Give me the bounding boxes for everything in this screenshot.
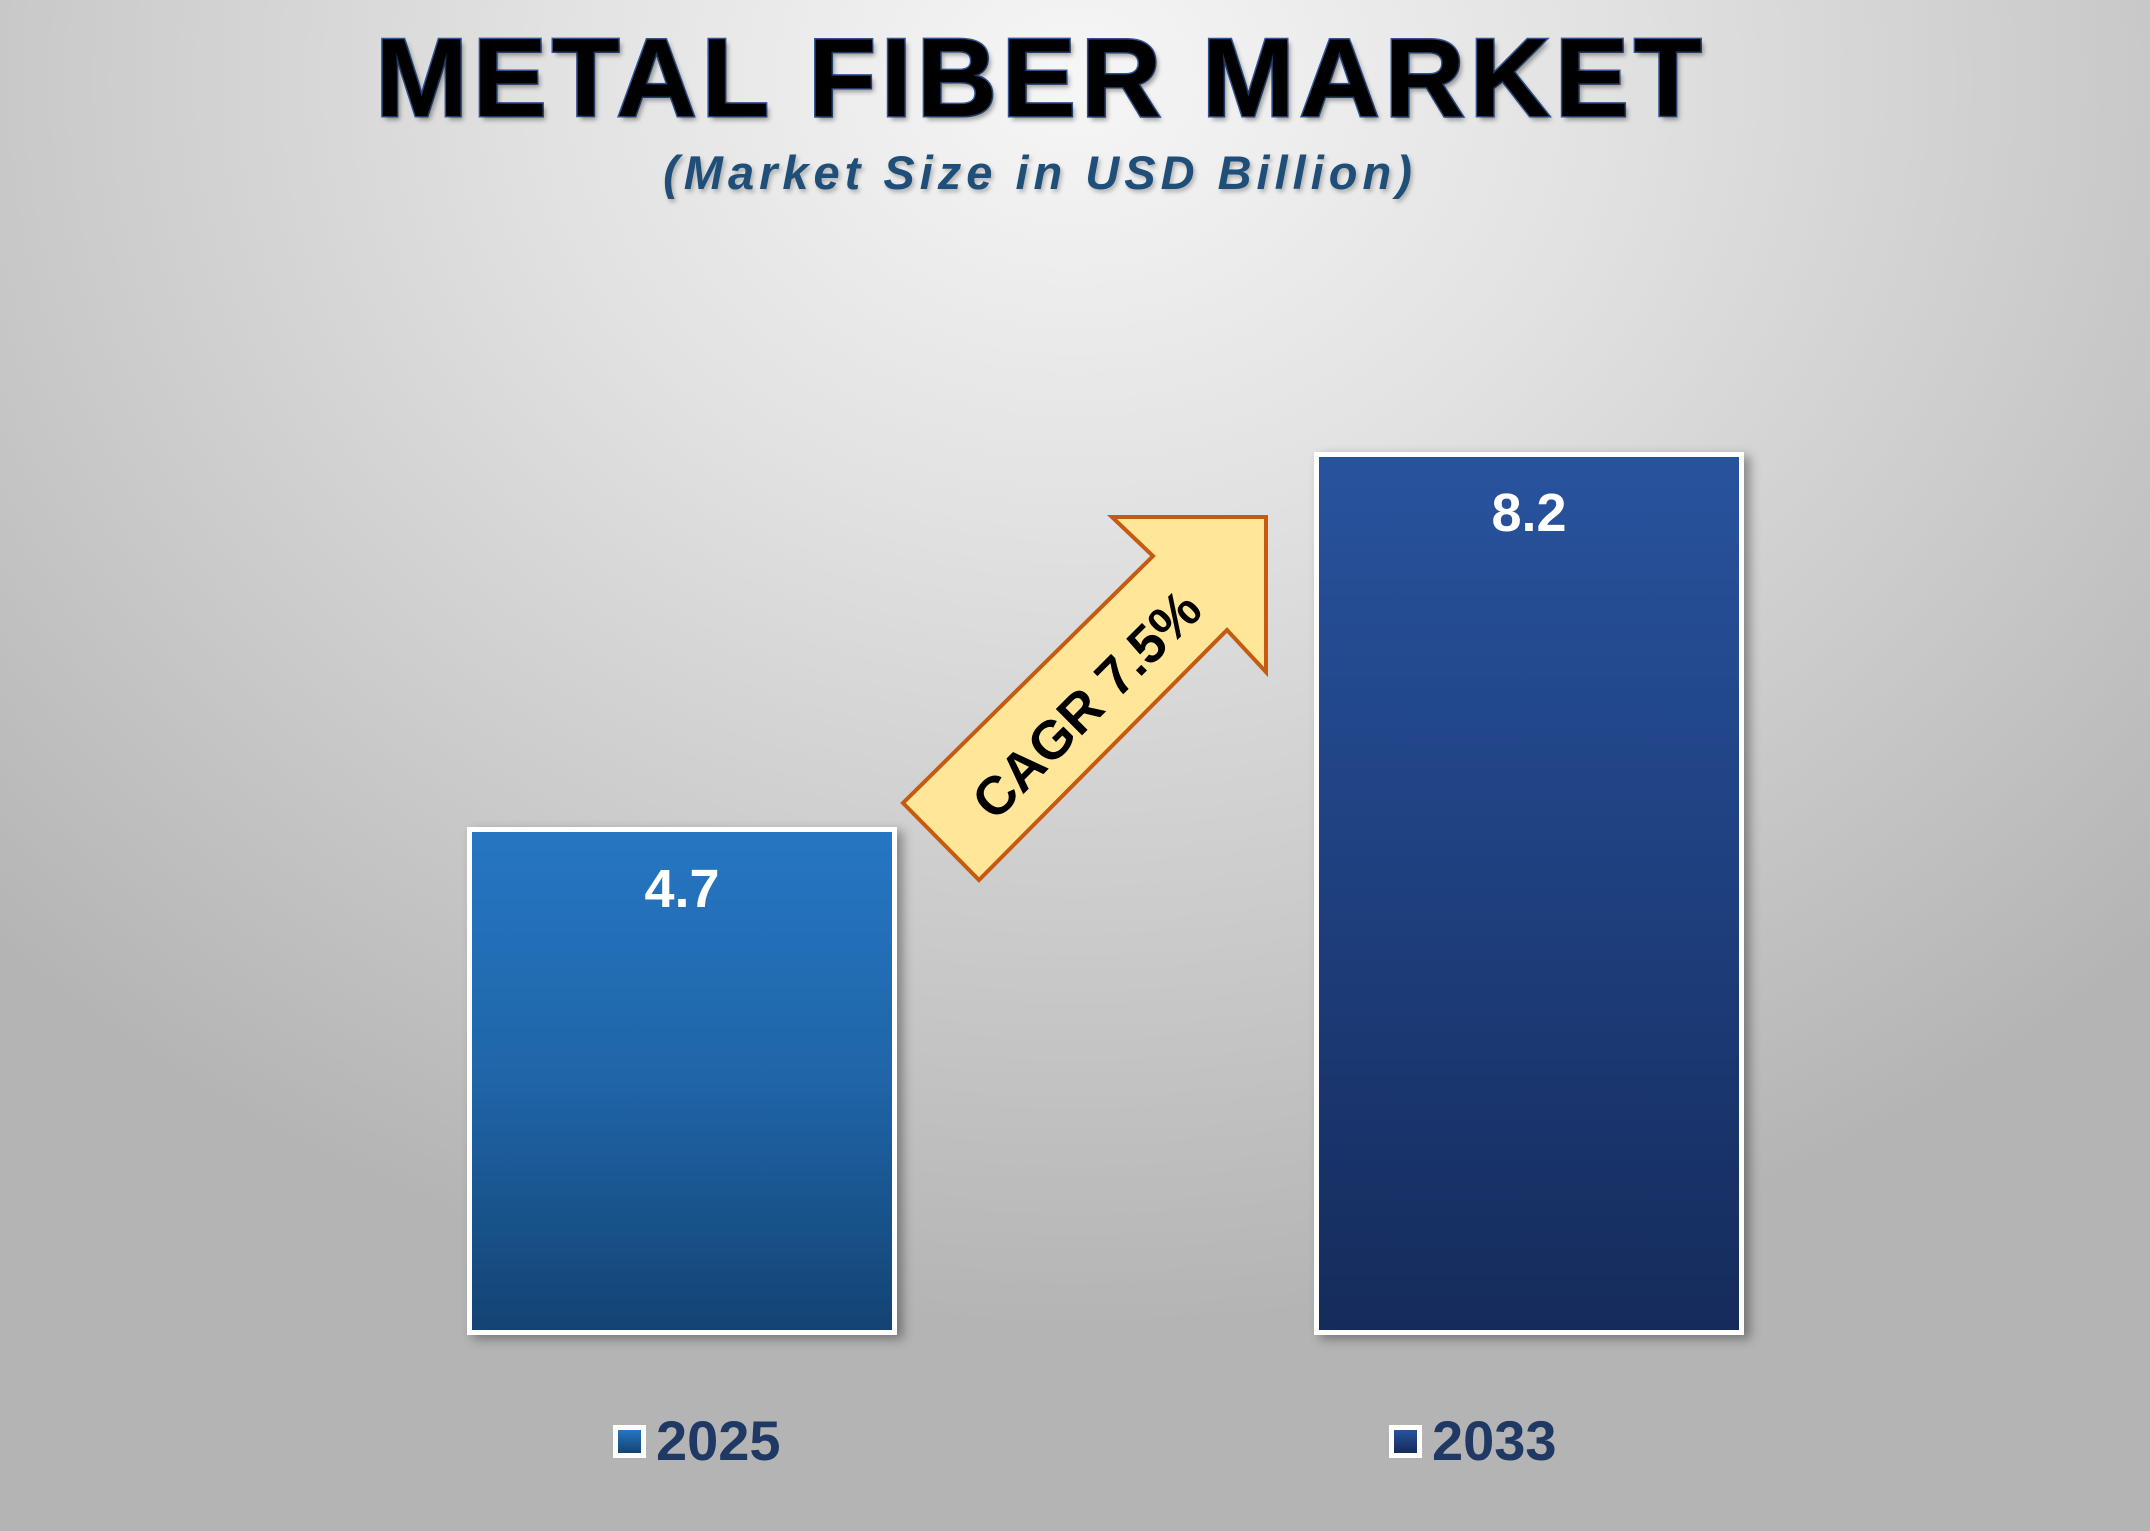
bar-2033[interactable]: 8.2: [1314, 452, 1744, 1335]
legend-item-2033[interactable]: 2033: [1389, 1409, 1557, 1472]
bar-2025[interactable]: 4.7: [467, 827, 897, 1335]
bar-value-label: 4.7: [644, 859, 720, 919]
bar-value-label: 8.2: [1491, 483, 1567, 543]
legend-label: 2033: [1432, 1409, 1557, 1472]
legend-label: 2025: [656, 1409, 781, 1472]
legend-square-icon: [1389, 1424, 1422, 1458]
cagr-label: CAGR 7.5%: [960, 578, 1214, 832]
chart-title: METAL FIBER MARKET: [374, 16, 1707, 140]
legend-item-2025[interactable]: 2025: [613, 1409, 781, 1472]
chart-subtitle: (Market Size in USD Billion): [663, 146, 1417, 199]
legend-square-icon: [613, 1424, 646, 1458]
